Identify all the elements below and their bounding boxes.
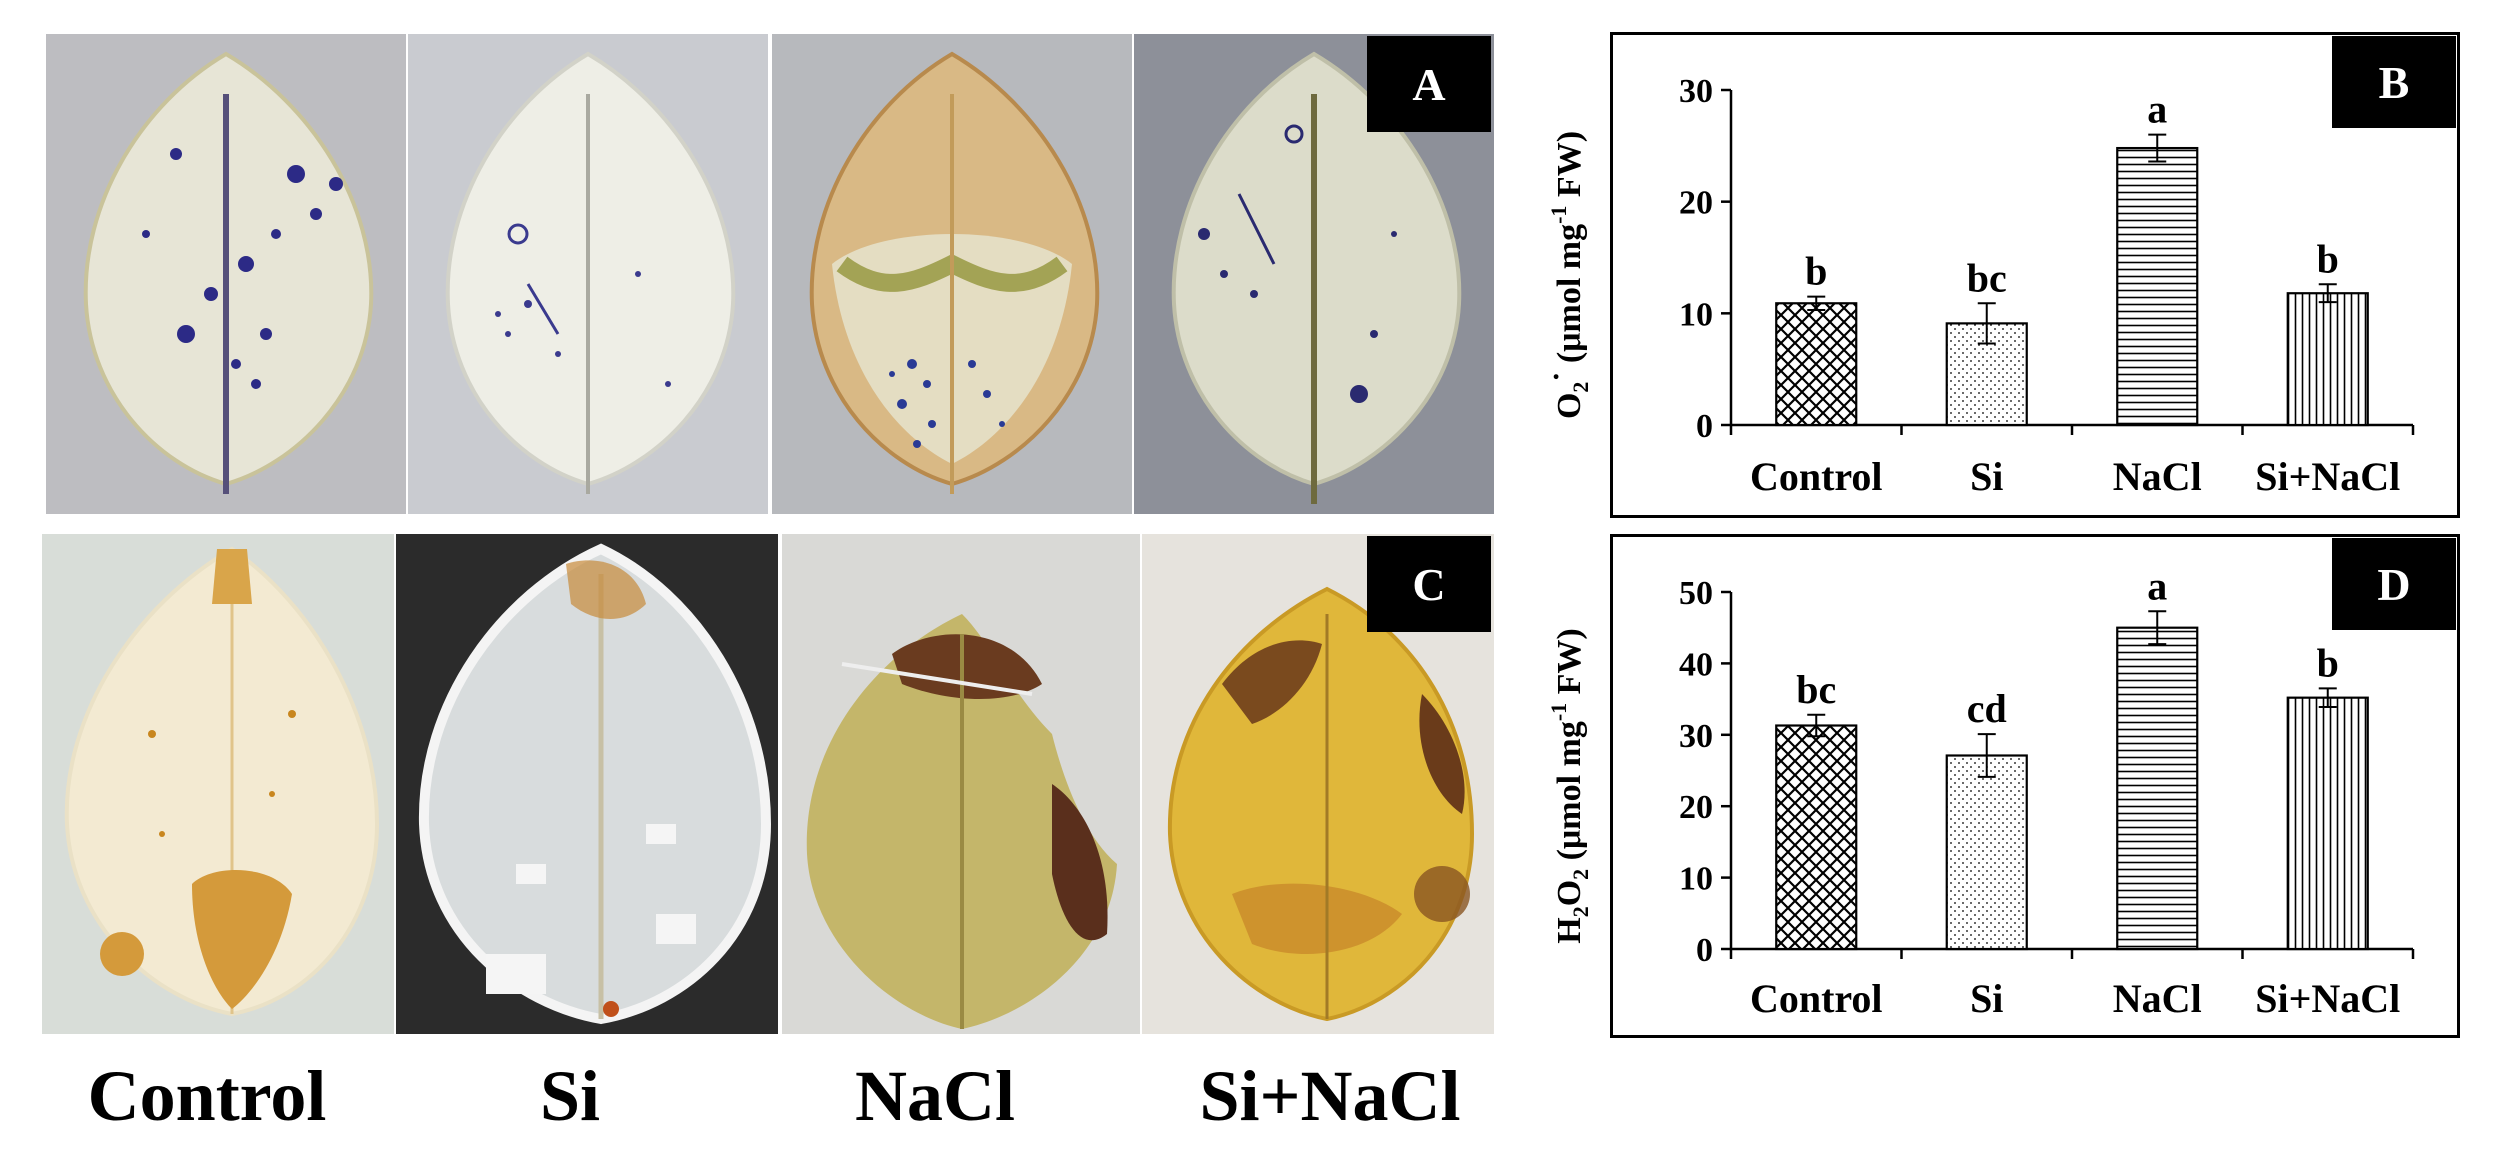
chart-d-ylabel-main: H [1551, 917, 1588, 943]
treatment-label-si-nacl: Si+NaCl [1199, 1056, 1461, 1136]
chart-b-ylabel-end: FW) [1551, 131, 1588, 206]
chart-b-ylabel-main: O [1551, 393, 1588, 419]
chart-d-significance-label: bc [1796, 667, 1836, 712]
chart-b-ytick-label: 10 [1679, 296, 1713, 333]
chart-d-ylabel-sup2: -1 [1546, 703, 1571, 721]
photo-control-nbt [46, 34, 406, 514]
chart-d-ytick-label: 40 [1679, 646, 1713, 683]
chart-d-category-label: Si [1970, 976, 2003, 1021]
panel-label-d: D [2332, 538, 2456, 630]
panel-label-a: A [1367, 36, 1491, 132]
chart-d-category-label: Control [1750, 976, 1883, 1021]
chart-b-category-label: Si [1970, 454, 2003, 499]
chart-b: 0 10 20 30 b Control bc Si a NaCl b Si+NaCl [1679, 73, 2415, 499]
treatment-label-nacl: NaCl [855, 1056, 1015, 1136]
chart-b-ylabel-sub: 2 [1568, 382, 1593, 393]
chart-b-ytick-label: 0 [1696, 408, 1713, 445]
chart-d-ytick-label: 0 [1696, 932, 1713, 969]
chart-d-ylabel-mid: O [1551, 880, 1588, 906]
photo-nacl-nbt [772, 34, 1132, 514]
chart-d-significance-label: a [2147, 563, 2167, 608]
chart-b-significance-label: a [2147, 87, 2167, 132]
chart-b-bar-nacl [2116, 146, 2199, 427]
chart-d-ylabel-rest: (μmol mg [1551, 721, 1588, 869]
chart-d-category-label: NaCl [2113, 976, 2202, 1021]
chart-b-bar-si-nacl [2286, 292, 2369, 427]
chart-b-category-label: NaCl [2113, 454, 2202, 499]
chart-b-significance-label: b [1805, 249, 1827, 294]
photo-si-nbt [408, 34, 768, 514]
panel-label-b: B [2332, 36, 2456, 128]
chart-d: 0 10 20 30 40 50 bc Control cd Si a NaCl b Si+NaCl [1679, 563, 2415, 1021]
chart-b-category-label: Si+NaCl [2255, 454, 2400, 499]
photo-si-nacl-dab [1142, 534, 1494, 1034]
chart-b-ytick-label: 20 [1679, 185, 1713, 222]
chart-d-category-label: Si+NaCl [2255, 976, 2400, 1021]
chart-d-bar-si [1945, 754, 2028, 951]
chart-b-ylabel-rest: (μmol mg [1551, 224, 1588, 372]
chart-d-ytick-label: 30 [1679, 718, 1713, 755]
chart-d-ylabel: H2O2 (μmol mg-1 FW) [1546, 628, 1593, 944]
chart-d-ylabel-end: FW) [1551, 628, 1588, 703]
treatment-label-si: Si [539, 1056, 601, 1136]
svg-text:H2O2 (μmol mg-1 FW): H2O2 (μmol mg-1 FW) [1546, 628, 1593, 944]
photo-si-dab [396, 534, 778, 1034]
chart-d-ytick-label: 20 [1679, 789, 1713, 826]
chart-d-significance-label: cd [1967, 686, 2007, 731]
chart-d-bar-nacl [2116, 626, 2199, 951]
svg-text:O2· (μmol mg-1 FW): O2· (μmol mg-1 FW) [1540, 131, 1593, 419]
chart-d-ylabel-sub2: 2 [1568, 869, 1593, 880]
chart-b-ylabel-sup2: -1 [1546, 206, 1571, 224]
treatment-label-control: Control [87, 1056, 327, 1136]
chart-d-significance-label: b [2317, 640, 2339, 685]
chart-b-significance-label: b [2317, 236, 2339, 281]
chart-b-ylabel-sup: · [1540, 372, 1573, 382]
chart-b-category-label: Control [1750, 454, 1883, 499]
chart-d-ylabel-sub: 2 [1568, 906, 1593, 917]
chart-d-bar-si-nacl [2286, 696, 2369, 951]
chart-d-ytick-label: 10 [1679, 861, 1713, 898]
chart-b-frame: 0 10 20 30 b Control bc Si a NaCl b Si+NaCl [1610, 32, 2460, 518]
chart-b-bar-control [1775, 302, 1858, 427]
chart-b-ytick-label: 30 [1679, 73, 1713, 110]
photo-nacl-dab [782, 534, 1140, 1034]
chart-b-significance-label: bc [1967, 255, 2007, 300]
chart-d-ytick-label: 50 [1679, 575, 1713, 612]
chart-d-frame: 0 10 20 30 40 50 bc Control cd Si a NaCl b Si+NaCl [1610, 534, 2460, 1038]
chart-b-ylabel: O2· (μmol mg-1 FW) [1540, 131, 1593, 419]
photo-control-dab [42, 534, 394, 1034]
chart-d-bar-control [1775, 724, 1858, 951]
panel-label-c: C [1367, 536, 1491, 632]
